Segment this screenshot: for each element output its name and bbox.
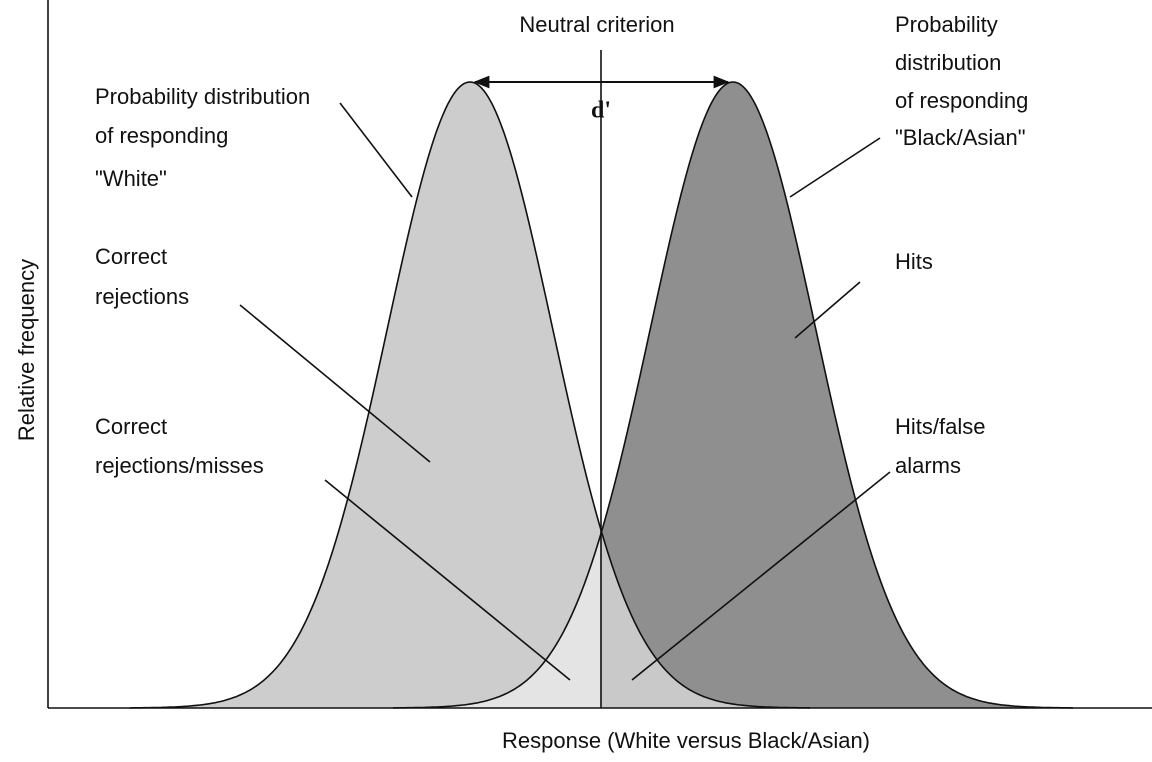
annotation: Correct: [95, 244, 167, 269]
annotation: Probability distribution: [95, 84, 310, 109]
annotation: of responding: [95, 123, 228, 148]
pointer: [324, 479, 571, 681]
annotation: Probability: [895, 12, 998, 37]
y-axis-label: Relative frequency: [14, 259, 39, 441]
annotation: "Black/Asian": [895, 125, 1026, 150]
annotation: Correct: [95, 414, 167, 439]
pointer: [794, 281, 861, 339]
criterion-label: Neutral criterion: [519, 12, 674, 37]
annotation: Hits: [895, 249, 933, 274]
annotation: of responding: [895, 88, 1028, 113]
pointer: [239, 304, 431, 463]
pointer: [631, 471, 891, 681]
annotation: alarms: [895, 453, 961, 478]
white-distribution-fill: [130, 82, 810, 708]
pointer: [789, 137, 881, 198]
annotation: rejections/misses: [95, 453, 264, 478]
annotation: "White": [95, 166, 167, 191]
annotation: Hits/false: [895, 414, 985, 439]
black-asian-distribution-fill: [393, 82, 1073, 708]
pointer: [339, 102, 413, 198]
overlap-left: [393, 533, 601, 708]
black-asian-distribution-curve: [393, 81, 1073, 709]
x-axis-label: Response (White versus Black/Asian): [502, 728, 870, 753]
annotation: rejections: [95, 284, 189, 309]
white-distribution-curve: [130, 81, 810, 709]
d-prime-label: d': [591, 98, 611, 124]
annotation: distribution: [895, 50, 1001, 75]
